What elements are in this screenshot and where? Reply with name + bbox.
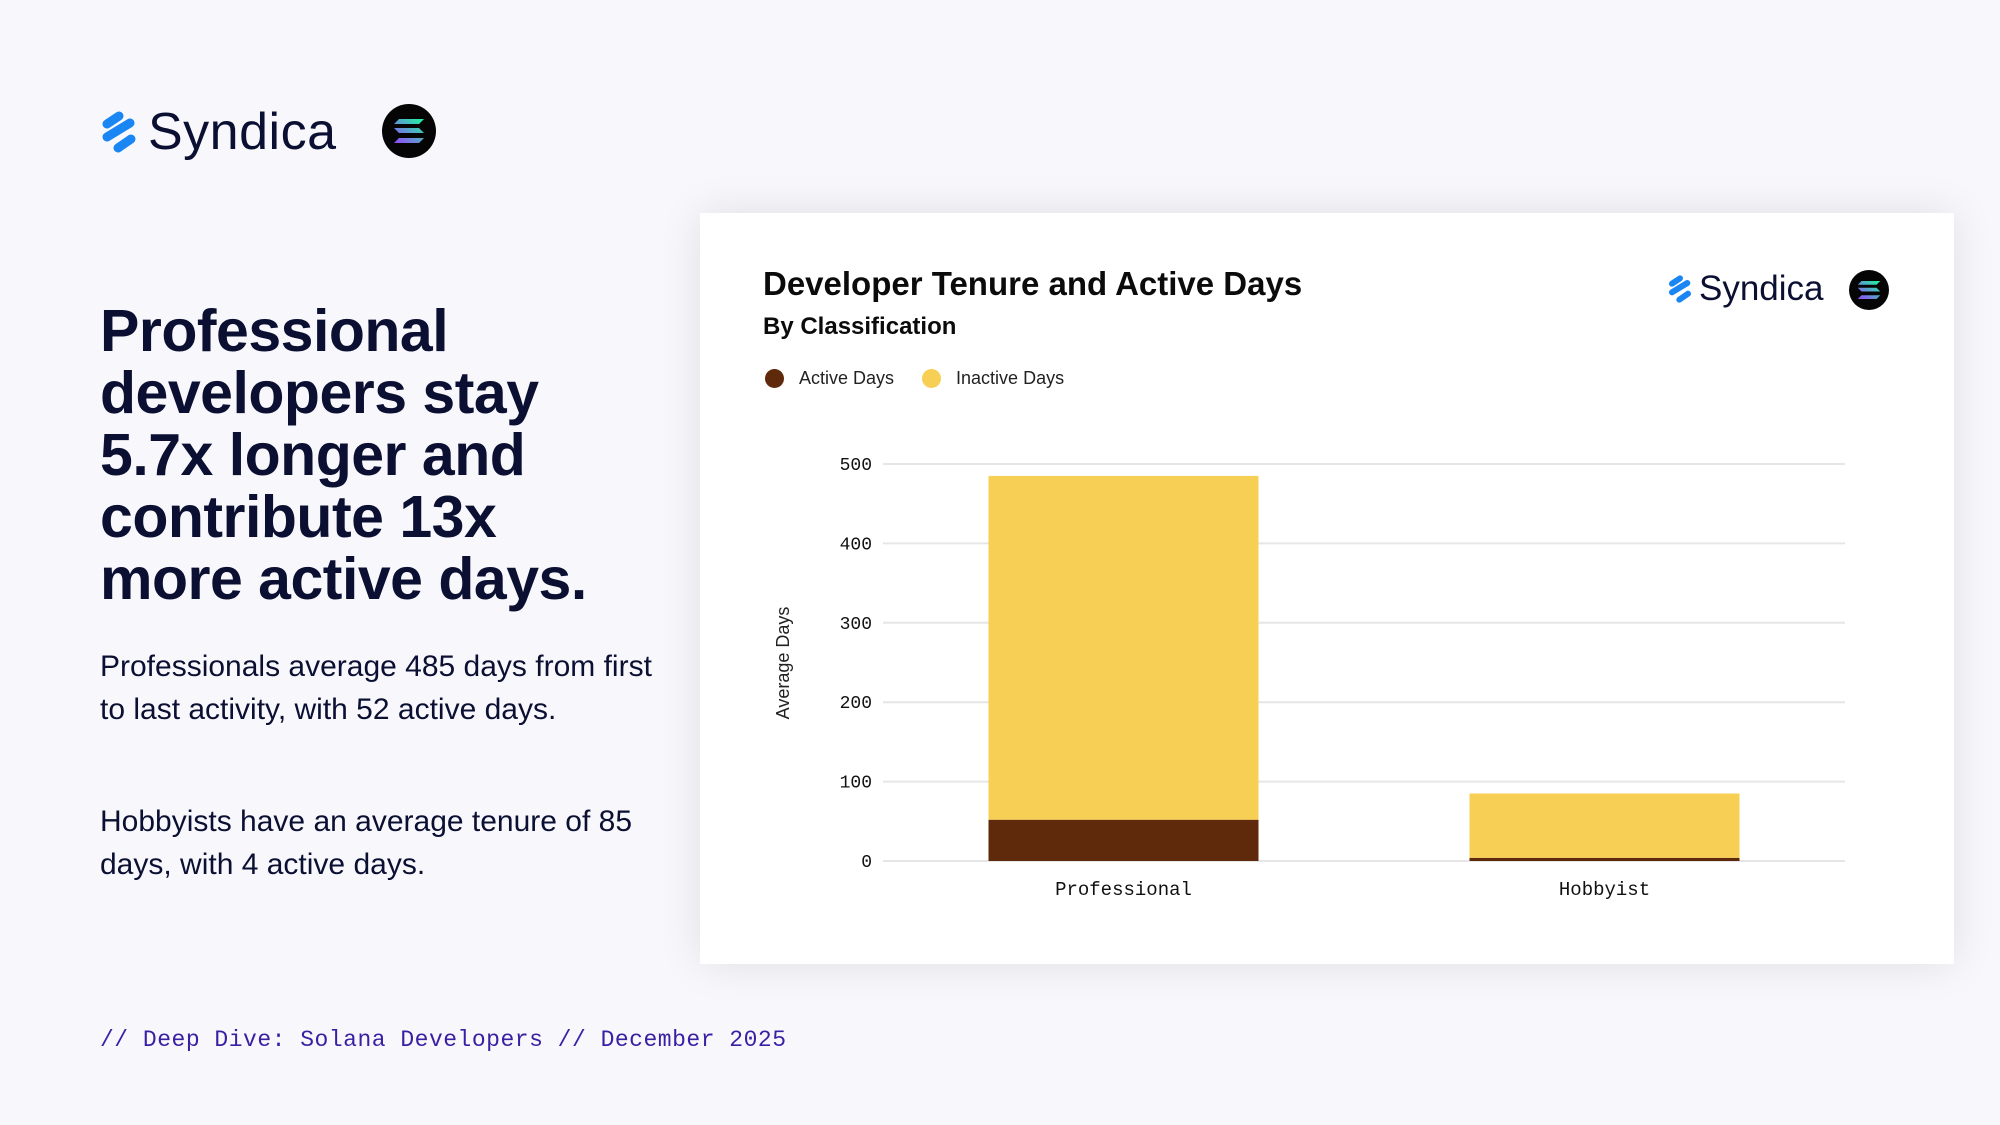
chart-title: Developer Tenure and Active Days [763,265,1303,302]
brand-name: Syndica [148,103,337,161]
brand-logo: Syndica [98,100,337,164]
x-tick-label: Hobbyist [1559,879,1650,901]
chart-card: Developer Tenure and Active Days By Clas… [700,213,1954,964]
legend-item-active: Active Days [765,368,894,389]
y-tick-label: 200 [840,694,872,714]
bar-active-professional [988,819,1259,861]
headline-line: 5.7x longer and [100,422,526,488]
x-tick-label: Professional [1055,879,1192,901]
syndica-logo-icon [1669,275,1691,303]
y-tick-label: 300 [840,615,872,635]
professional-summary: Professionals average 485 days from firs… [100,650,652,726]
legend-swatch-inactive [922,369,942,388]
legend-label: Inactive Days [956,368,1065,388]
y-axis-label: Average Days [773,607,793,720]
y-tick-label: 0 [861,853,872,873]
syndica-logo-icon [102,111,136,153]
y-tick-label: 100 [840,774,872,794]
y-tick-label: 400 [840,535,872,555]
headline: Professional developers stay 5.7x longer… [100,300,660,610]
bar-inactive-hobbyist [1469,793,1740,858]
bar-active-hobbyist [1469,857,1740,861]
headline-line: contribute 13x [100,484,497,550]
bar-inactive-professional [988,475,1259,820]
solana-logo-icon [1849,270,1889,310]
headline-line: more active days. [100,546,587,612]
solana-logo-icon [382,104,436,158]
headline-line: Professional [100,298,449,364]
hobbyist-summary: Hobbyists have an average tenure of 85 d… [100,805,633,881]
brand-name: Syndica [1699,269,1824,308]
legend-item-inactive: Inactive Days [922,368,1064,389]
y-tick-label: 500 [840,456,872,476]
chart-subtitle: By Classification [763,313,957,340]
footer-caption: // Deep Dive: Solana Developers // Decem… [100,1027,787,1053]
headline-line: developers stay [100,360,539,426]
legend-swatch-active [765,369,784,388]
legend-label: Active Days [799,368,895,388]
card-brand-logo: Syndica [1666,269,1824,309]
chart-legend: Active Days Inactive Days [765,368,1092,389]
